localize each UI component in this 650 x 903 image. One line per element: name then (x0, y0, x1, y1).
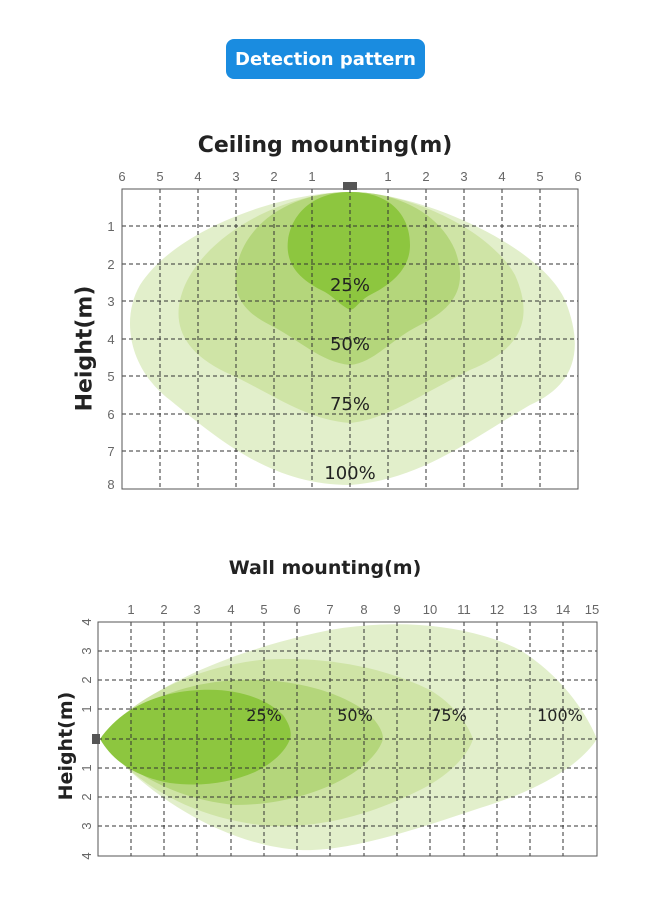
wall-y-tick: 4 (79, 852, 94, 859)
wall-x-tick: 12 (490, 602, 504, 617)
wall-diagram: 1 2 3 4 5 6 7 8 9 10 11 12 13 14 15 4 3 … (79, 602, 599, 860)
ceiling-x-tick: 6 (118, 169, 125, 184)
wall-x-tick: 2 (160, 602, 167, 617)
ceiling-x-tick: 2 (422, 169, 429, 184)
ceiling-y-tick: 8 (107, 477, 114, 492)
wall-x-tick: 8 (360, 602, 367, 617)
wall-zone-75-label: 75% (431, 706, 467, 725)
wall-sensor-icon (92, 734, 100, 744)
ceiling-x-tick: 6 (574, 169, 581, 184)
ceiling-x-tick: 4 (498, 169, 505, 184)
ceiling-zone-100-label: 100% (324, 463, 375, 484)
ceiling-x-tick: 1 (384, 169, 391, 184)
ceiling-y-tick: 3 (107, 294, 114, 309)
wall-x-tick: 14 (556, 602, 570, 617)
wall-y-tick: 1 (79, 705, 94, 712)
wall-x-tick: 3 (193, 602, 200, 617)
wall-zone-50-label: 50% (337, 706, 373, 725)
ceiling-y-tick: 2 (107, 257, 114, 272)
wall-mounting-title: Wall mounting(m) (228, 557, 422, 579)
wall-zone-25 (100, 689, 291, 785)
ceiling-grid (122, 189, 578, 489)
wall-zone-100-label: 100% (537, 706, 583, 725)
ceiling-zone-25-label: 25% (330, 275, 370, 296)
ceiling-x-tick: 4 (194, 169, 201, 184)
ceiling-x-tick: 5 (536, 169, 543, 184)
ceiling-y-tick: 5 (107, 369, 114, 384)
ceiling-y-tick: 1 (107, 219, 114, 234)
wall-x-tick: 11 (457, 602, 471, 617)
ceiling-x-tick: 3 (460, 169, 467, 184)
wall-y-tick: 3 (79, 822, 94, 829)
wall-x-tick: 1 (127, 602, 134, 617)
ceiling-x-tick: 1 (308, 169, 315, 184)
wall-x-tick: 7 (326, 602, 333, 617)
wall-y-tick: 2 (79, 676, 94, 683)
ceiling-y-tick: 6 (107, 407, 114, 422)
ceiling-x-tick: 5 (156, 169, 163, 184)
ceiling-zone-50-label: 50% (330, 334, 370, 355)
ceiling-x-tick: 2 (270, 169, 277, 184)
wall-x-tick: 5 (260, 602, 267, 617)
detection-pattern-badge: Detection pattern (226, 39, 425, 79)
wall-x-tick: 10 (423, 602, 437, 617)
wall-x-tick: 4 (227, 602, 234, 617)
ceiling-mounting-title: Ceiling mounting(m) (197, 133, 453, 158)
ceiling-zone-25 (287, 192, 410, 310)
ceiling-diagram: 6 5 4 3 2 1 1 2 3 4 5 6 1 2 3 4 5 6 7 8 … (107, 169, 581, 492)
wall-y-tick: 3 (79, 647, 94, 654)
ceiling-zone-75-label: 75% (330, 394, 370, 415)
wall-grid (98, 622, 597, 856)
wall-x-tick: 15 (585, 602, 599, 617)
ceiling-y-tick: 7 (107, 444, 114, 459)
wall-zone-25-label: 25% (246, 706, 282, 725)
wall-y-tick: 2 (79, 793, 94, 800)
wall-x-tick: 13 (523, 602, 537, 617)
wall-y-tick: 1 (79, 764, 94, 771)
wall-x-tick: 9 (393, 602, 400, 617)
wall-y-tick: 4 (79, 618, 94, 625)
ceiling-x-tick: 3 (232, 169, 239, 184)
wall-x-tick: 6 (293, 602, 300, 617)
ceiling-sensor-icon (343, 182, 357, 190)
ceiling-y-tick: 4 (107, 332, 114, 347)
